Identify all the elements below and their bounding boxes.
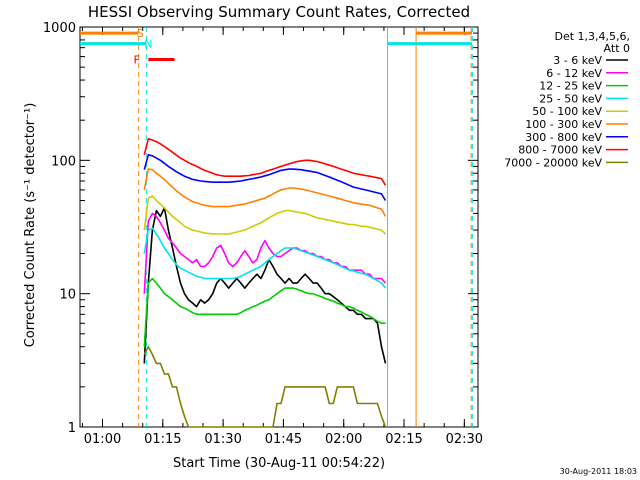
series-line-2 [143,277,386,347]
x-tick-label: 01:15 [144,432,181,447]
x-axis-label: Start Time (30-Aug-11 00:54:22) [173,456,385,471]
y-tick-label: 1 [68,421,76,436]
chart-title: HESSI Observing Summary Count Rates, Cor… [88,3,470,21]
legend-label: 100 - 300 keV [525,118,602,131]
series-line-3 [143,227,387,289]
legend-label: 6 - 12 keV [546,67,602,80]
x-tick-label: 02:30 [446,432,483,447]
series-line-1 [143,212,387,294]
x-tick-label: 01:45 [265,432,302,447]
y-tick-label: 100 [51,154,76,169]
x-tick-label: 01:00 [84,432,121,447]
legend-label: 300 - 800 keV [525,131,602,144]
legend-header-line-1: Det 1,3,4,5,6, [554,30,630,43]
series-lines [143,138,387,428]
footer-timestamp: 30-Aug-2011 18:03 [560,467,637,476]
legend-label: 7000 - 20000 keV [504,156,602,169]
x-tick-label: 01:30 [204,432,241,447]
legend-label: 50 - 100 keV [532,105,602,118]
legend-label: 25 - 50 keV [539,92,602,105]
flag-labels: SNF [134,27,153,66]
flag-label-S: S [137,27,144,40]
flag-label-F: F [134,54,140,67]
x-tick-label: 02:00 [325,432,362,447]
legend-label: 12 - 25 keV [539,80,602,93]
x-tick-label: 02:15 [385,432,422,447]
series-line-8 [143,345,387,428]
axis-ticks: 01:00 01:15 01:30 01:45 02:00 02:15 02:30 1 10 10… [43,21,483,447]
legend-label: 800 - 7000 keV [518,144,602,157]
plot-area [79,26,479,428]
y-tick-label: 10 [59,288,76,303]
y-axis-label: Corrected Count Rate (s⁻¹ detector⁻¹) [23,103,38,348]
flag-bars [80,31,472,62]
series-line-6 [143,154,387,201]
series-line-5 [143,168,387,217]
y-tick-label: 1000 [43,21,76,36]
legend-label: 3 - 6 keV [553,54,602,67]
series-line-0 [143,207,387,364]
legend-header-line-2: Att 0 [604,42,630,55]
flag-label-N: N [144,38,152,51]
series-line-7 [143,138,387,186]
series-line-4 [143,195,387,235]
vertical-markers [138,27,473,427]
